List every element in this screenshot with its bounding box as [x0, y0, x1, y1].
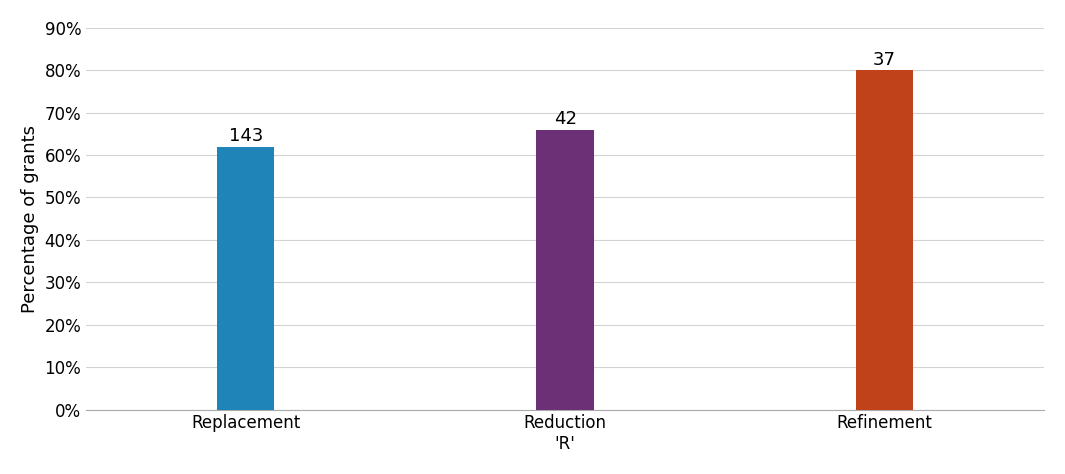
- Y-axis label: Percentage of grants: Percentage of grants: [21, 125, 38, 313]
- Bar: [217, 146, 275, 410]
- Bar: [537, 129, 594, 410]
- Bar: [855, 70, 913, 410]
- Text: 42: 42: [554, 110, 576, 128]
- Text: 37: 37: [873, 51, 896, 69]
- Text: 143: 143: [229, 127, 263, 145]
